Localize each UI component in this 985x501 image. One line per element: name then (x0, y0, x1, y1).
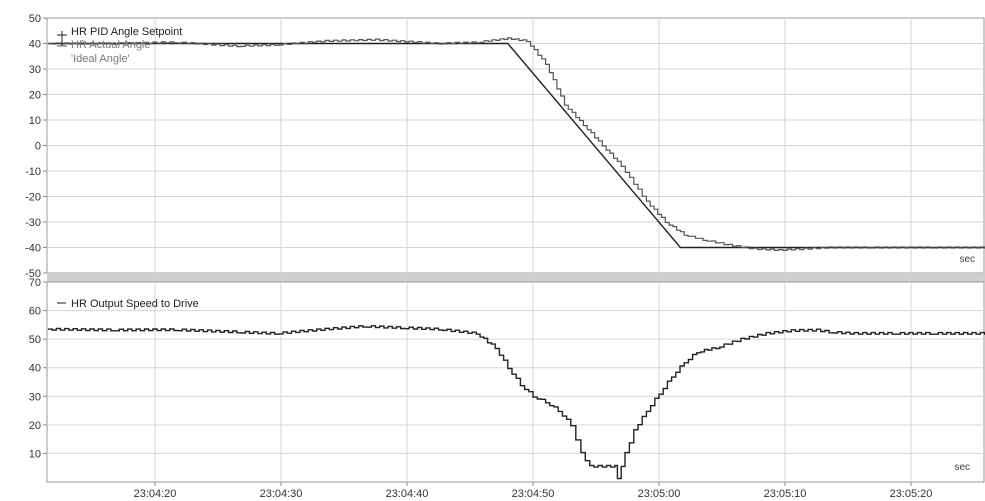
top-y-tick-label: -30 (25, 217, 41, 229)
top-series (47, 37, 985, 251)
bottom-y-tick-label: 10 (29, 448, 41, 460)
x-tick-label: 23:04:50 (512, 488, 555, 500)
top-unit-label: sec (959, 254, 975, 265)
bottom-legend: HR Output Speed to Drive (57, 298, 199, 310)
top-panel: -50 -40 -30 -20 -10 0 10 20 30 40 50 sec HR PID An… (25, 13, 985, 280)
top-y-tick-label: 20 (29, 90, 41, 102)
top-y-tick-label: 40 (29, 39, 41, 51)
bottom-series-line-0 (47, 325, 985, 480)
top-y-tick-label: -40 (25, 243, 41, 255)
x-tick-label: 23:05:20 (890, 488, 933, 500)
bottom-y-axis: 10 20 30 40 50 60 70 (29, 277, 47, 460)
bottom-unit-label: sec (954, 462, 970, 473)
legend-output-speed: HR Output Speed to Drive (71, 298, 199, 310)
top-y-tick-label: 0 (35, 141, 41, 153)
top-y-tick-label: 50 (29, 13, 41, 25)
top-y-tick-label: -10 (25, 166, 41, 178)
legend-ideal: 'Ideal Angle' (71, 53, 130, 65)
bottom-grid (47, 282, 984, 482)
x-tick-label: 23:04:40 (386, 488, 429, 500)
legend-setpoint: HR PID Angle Setpoint (71, 26, 182, 38)
bottom-y-tick-label: 20 (29, 420, 41, 432)
x-tick-label: 23:04:30 (260, 488, 303, 500)
x-tick-label: 23:05:00 (638, 488, 681, 500)
legend-actual: HR Actual Angle (71, 39, 151, 51)
x-tick-label: 23:05:10 (764, 488, 807, 500)
bottom-y-tick-label: 40 (29, 363, 41, 375)
top-series-line-1 (47, 37, 985, 251)
bottom-y-tick-label: 30 (29, 391, 41, 403)
x-tick-label: 23:04:20 (134, 488, 177, 500)
bottom-y-tick-label: 60 (29, 306, 41, 318)
x-axis: 23:04:20 23:04:30 23:04:40 23:04:50 23:05:00… (134, 482, 933, 500)
bottom-y-tick-label: 70 (29, 277, 41, 289)
top-grid (47, 18, 984, 273)
bottom-series (47, 325, 985, 480)
bottom-y-tick-label: 50 (29, 334, 41, 346)
top-y-tick-label: -50 (25, 268, 41, 280)
top-y-tick-label: 30 (29, 64, 41, 76)
bottom-panel: 10 20 30 40 50 60 70 sec HR Output Speed to Dr… (29, 277, 985, 500)
top-y-tick-label: -20 (25, 192, 41, 204)
top-y-axis: -50 -40 -30 -20 -10 0 10 20 30 40 50 (25, 13, 47, 280)
top-y-tick-label: 10 (29, 115, 41, 127)
top-legend: HR PID Angle Setpoint HR Actual Angle 'I… (57, 26, 182, 65)
panel-separator (47, 273, 985, 282)
bottom-plot-area (46, 281, 985, 483)
